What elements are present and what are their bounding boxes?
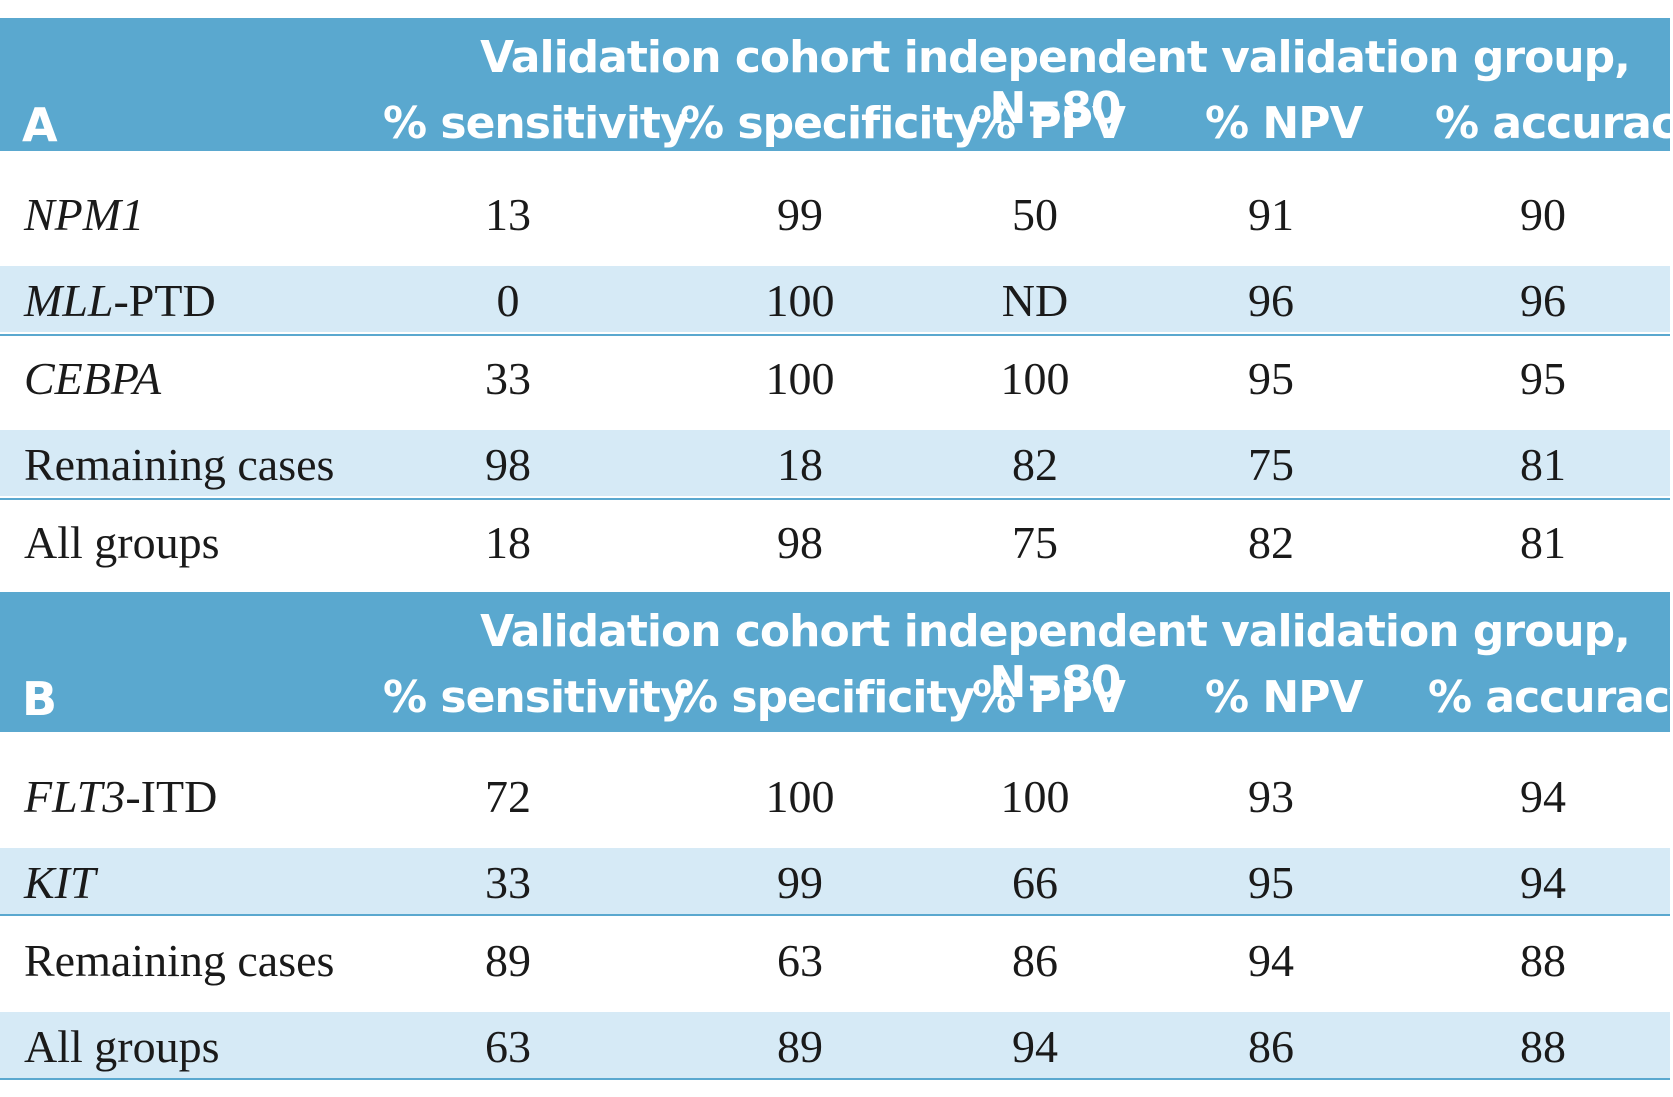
cell-specificity: 89 (777, 1021, 823, 1072)
cell-specificity: 100 (765, 771, 835, 822)
col-sensitivity-header: % sensitivity (383, 672, 689, 723)
cell-specificity: 18 (777, 439, 823, 490)
cell-npv: 95 (1248, 857, 1294, 908)
table-row: CEBPA 33 100 100 95 95 (0, 344, 1670, 410)
row-label: CEBPA (24, 353, 162, 404)
table-row: FLT3-ITD 72 100 100 93 94 (0, 762, 1670, 828)
cell-accuracy: 94 (1520, 771, 1566, 822)
table-b-letter: B (22, 672, 58, 726)
table-a-group-title: Validation cohort independent validation… (480, 32, 1631, 134)
table-row: Remaining cases 89 63 86 94 88 (0, 926, 1670, 992)
cell-accuracy: 81 (1520, 517, 1566, 568)
col-ppv-header: % PPV (972, 98, 1126, 149)
cell-sensitivity: 0 (496, 275, 520, 326)
row-divider (0, 1078, 1670, 1080)
cell-sensitivity: 33 (485, 857, 531, 908)
cell-npv: 91 (1248, 189, 1294, 240)
row-divider (0, 498, 1670, 500)
cell-sensitivity: 33 (485, 353, 531, 404)
cell-ppv: 86 (1012, 935, 1058, 986)
cell-ppv: 66 (1012, 857, 1058, 908)
col-specificity-header: % specificity (680, 98, 981, 149)
row-label: NPM1 (24, 189, 145, 240)
cell-npv: 93 (1248, 771, 1294, 822)
row-label: Remaining cases (24, 935, 335, 986)
col-accuracy-header: % accuracy (1428, 672, 1673, 723)
cell-specificity: 63 (777, 935, 823, 986)
cell-sensitivity: 72 (485, 771, 531, 822)
col-sensitivity-header: % sensitivity (383, 98, 689, 149)
cell-ppv: ND (1001, 275, 1069, 326)
table-row: MLL-PTD 0 100 ND 96 96 (0, 266, 1670, 332)
row-label: KIT (24, 857, 96, 908)
table-row: All groups 63 89 94 86 88 (0, 1012, 1670, 1078)
col-npv-header: % NPV (1205, 672, 1364, 723)
cell-accuracy: 81 (1520, 439, 1566, 490)
row-label: All groups (24, 1021, 220, 1072)
row-label: MLL-PTD (24, 275, 216, 326)
cell-ppv: 94 (1012, 1021, 1058, 1072)
cell-accuracy: 94 (1520, 857, 1566, 908)
row-divider (0, 334, 1670, 336)
cell-ppv: 100 (1000, 353, 1070, 404)
cell-sensitivity: 63 (485, 1021, 531, 1072)
col-specificity-header: % specificity (674, 672, 975, 723)
row-label: Remaining cases (24, 439, 335, 490)
cell-npv: 86 (1248, 1021, 1294, 1072)
cell-npv: 82 (1248, 517, 1294, 568)
cell-accuracy: 96 (1520, 275, 1566, 326)
cell-npv: 94 (1248, 935, 1294, 986)
cell-sensitivity: 18 (485, 517, 531, 568)
table-row: Remaining cases 98 18 82 75 81 (0, 430, 1670, 496)
table-a-letter: A (22, 98, 58, 152)
table-b-group-title: Validation cohort independent validation… (480, 606, 1631, 708)
col-npv-header: % NPV (1205, 98, 1364, 149)
table-row: NPM1 13 99 50 91 90 (0, 180, 1670, 246)
cell-sensitivity: 13 (485, 189, 531, 240)
row-divider (0, 914, 1670, 916)
table-b-header: Validation cohort independent validation… (0, 592, 1673, 732)
col-ppv-header: % PPV (972, 672, 1126, 723)
row-label: All groups (24, 517, 220, 568)
cell-sensitivity: 89 (485, 935, 531, 986)
cell-specificity: 100 (765, 353, 835, 404)
cell-accuracy: 88 (1520, 935, 1566, 986)
cell-npv: 75 (1248, 439, 1294, 490)
cell-specificity: 100 (765, 275, 835, 326)
cell-accuracy: 95 (1520, 353, 1566, 404)
cell-ppv: 100 (1000, 771, 1070, 822)
table-row: KIT 33 99 66 95 94 (0, 848, 1670, 914)
cell-accuracy: 90 (1520, 189, 1566, 240)
cell-specificity: 99 (777, 857, 823, 908)
cell-sensitivity: 98 (485, 439, 531, 490)
col-accuracy-header: % accuracy (1435, 98, 1673, 149)
cell-specificity: 98 (777, 517, 823, 568)
cell-npv: 95 (1248, 353, 1294, 404)
cell-specificity: 99 (777, 189, 823, 240)
cell-ppv: 82 (1012, 439, 1058, 490)
cell-npv: 96 (1248, 275, 1294, 326)
row-label: FLT3-ITD (24, 771, 218, 822)
table-row: All groups 18 98 75 82 81 (0, 508, 1670, 574)
cell-accuracy: 88 (1520, 1021, 1566, 1072)
cell-ppv: 75 (1012, 517, 1058, 568)
table-a-header: Validation cohort independent validation… (0, 18, 1673, 152)
cell-ppv: 50 (1012, 189, 1058, 240)
